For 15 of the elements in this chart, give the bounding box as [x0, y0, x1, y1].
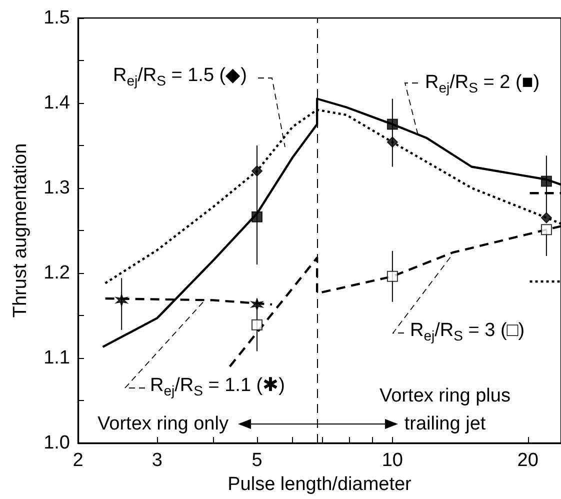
y-tick-label: 1.2: [44, 262, 70, 284]
x-tick-label: 3: [152, 450, 162, 471]
y-tick-label: 1.1: [44, 348, 70, 368]
x-tick-label: 2: [72, 450, 84, 471]
x-tick-label: 5: [252, 450, 262, 471]
y-axis-title: Thrust augmentation: [10, 143, 31, 318]
x-tick-label: 20: [517, 450, 538, 471]
annotation: Vortex ring only: [98, 414, 229, 434]
y-tick-label: 1.3: [44, 178, 70, 198]
annotation: Vortex ring plus trailing jet: [380, 386, 510, 434]
x-tick-label: 10: [382, 450, 403, 471]
x-axis-title: Pulse length/diameter: [228, 474, 412, 495]
y-tick-label: 1.5: [44, 8, 70, 28]
y-tick-label: 1.4: [44, 92, 70, 114]
y-tick-label: 1.0: [44, 432, 70, 454]
